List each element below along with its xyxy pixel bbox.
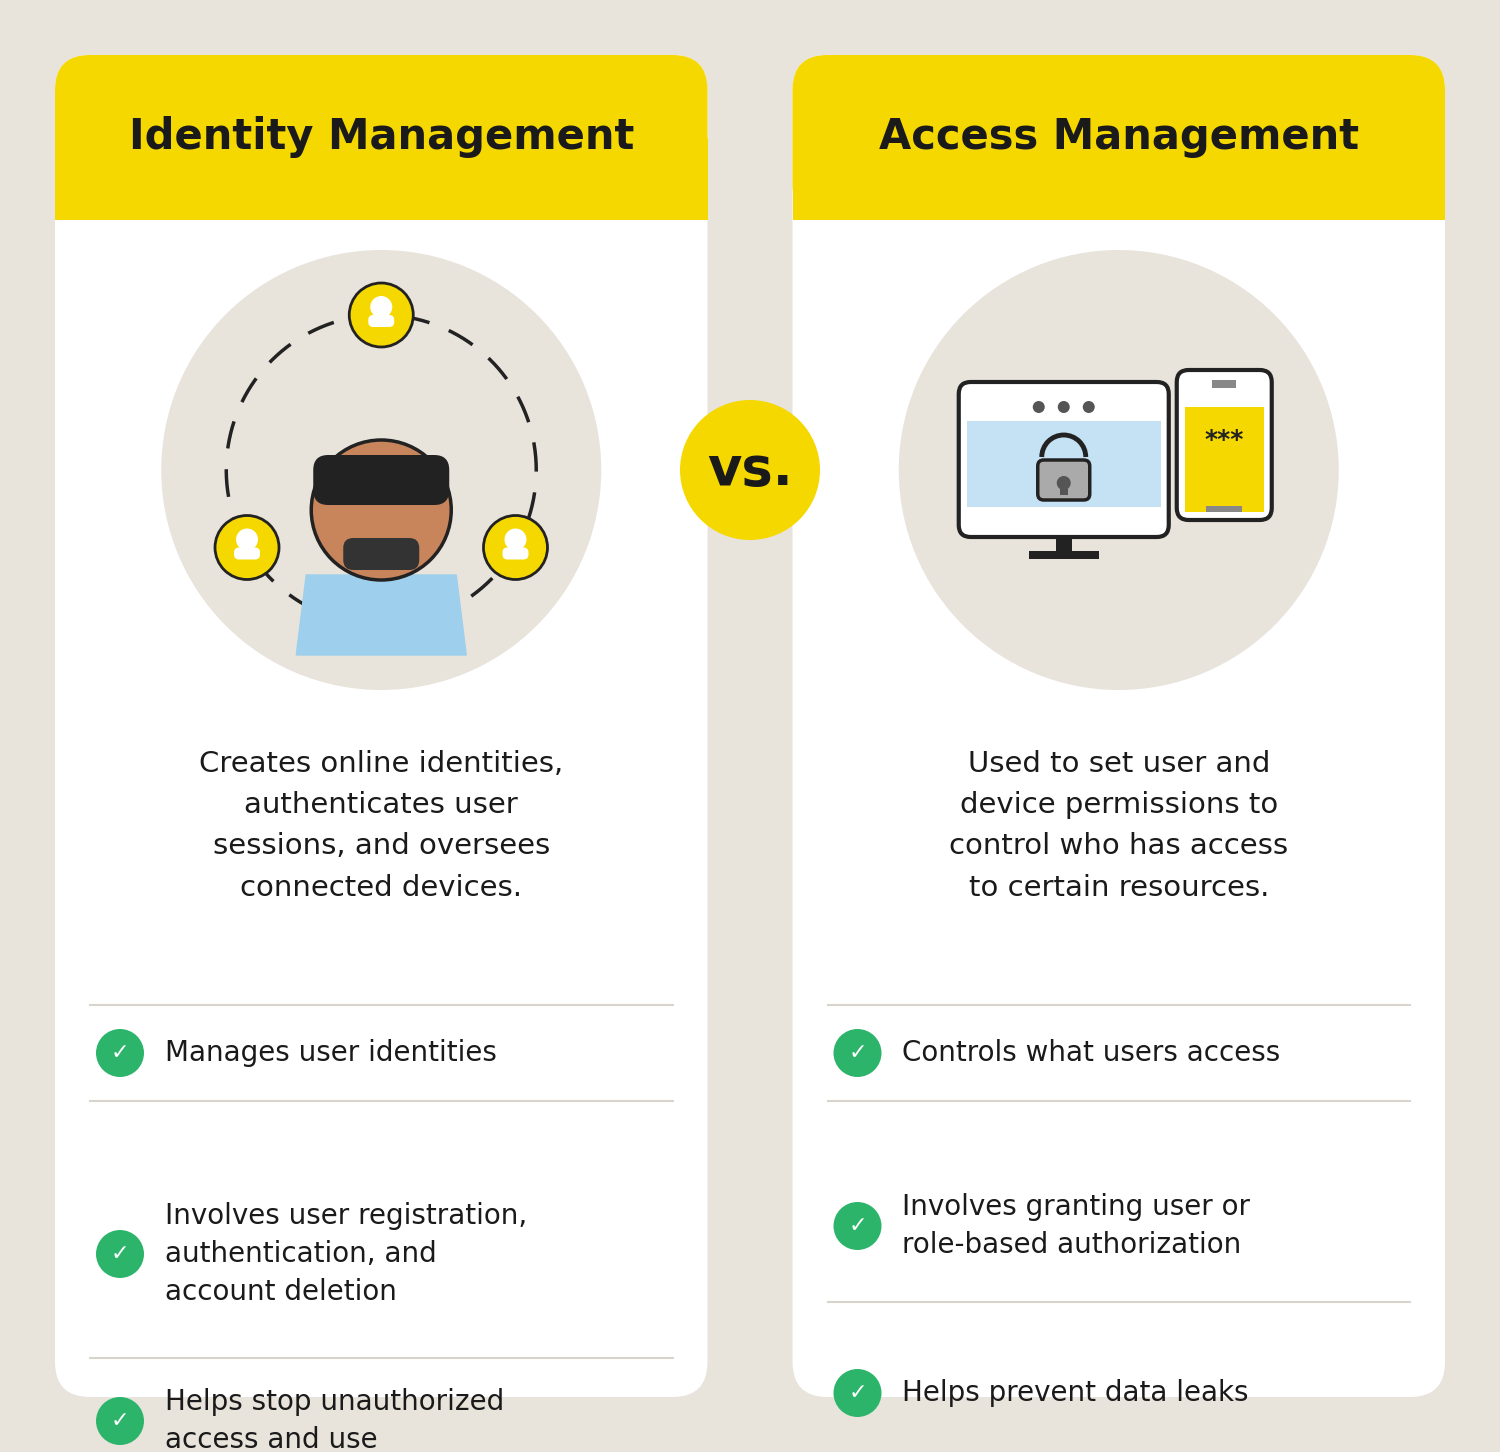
Text: Helps stop unauthorized
access and use: Helps stop unauthorized access and use	[165, 1388, 504, 1452]
Circle shape	[96, 1230, 144, 1278]
Circle shape	[1058, 401, 1070, 412]
Text: ✓: ✓	[847, 1043, 867, 1063]
Polygon shape	[296, 575, 466, 655]
Text: ✓: ✓	[111, 1043, 129, 1063]
Text: Helps prevent data leaks: Helps prevent data leaks	[903, 1379, 1250, 1407]
Bar	[1185, 407, 1263, 513]
Text: Involves user registration,
authentication, and
account deletion: Involves user registration, authenticati…	[165, 1202, 528, 1305]
FancyBboxPatch shape	[1176, 370, 1272, 520]
Bar	[1212, 380, 1236, 388]
FancyBboxPatch shape	[369, 315, 394, 327]
Circle shape	[162, 250, 602, 690]
FancyBboxPatch shape	[958, 382, 1168, 537]
FancyBboxPatch shape	[56, 55, 708, 221]
Text: Used to set user and
device permissions to
control who has access
to certain res: Used to set user and device permissions …	[950, 751, 1288, 902]
Text: Involves granting user or
role-based authorization: Involves granting user or role-based aut…	[903, 1194, 1251, 1259]
Text: Creates online identities,
authenticates user
sessions, and oversees
connected d: Creates online identities, authenticates…	[200, 751, 564, 902]
Circle shape	[1083, 401, 1095, 412]
Bar	[56, 138, 708, 221]
Circle shape	[214, 515, 279, 579]
Circle shape	[96, 1397, 144, 1445]
Text: Controls what users access: Controls what users access	[903, 1040, 1281, 1067]
Bar	[966, 402, 1161, 507]
FancyBboxPatch shape	[503, 547, 528, 559]
Bar	[1059, 484, 1068, 495]
Bar	[1206, 505, 1242, 513]
Text: Access Management: Access Management	[879, 116, 1359, 158]
Bar	[360, 540, 404, 571]
Circle shape	[834, 1369, 882, 1417]
FancyBboxPatch shape	[1038, 460, 1089, 499]
Circle shape	[898, 250, 1338, 690]
FancyBboxPatch shape	[314, 454, 450, 505]
Circle shape	[96, 1029, 144, 1077]
Bar	[1056, 534, 1071, 558]
Text: ***: ***	[1204, 428, 1243, 452]
Text: vs.: vs.	[706, 444, 794, 497]
FancyBboxPatch shape	[234, 547, 260, 559]
Bar	[792, 138, 1444, 221]
Bar	[966, 393, 1161, 421]
Circle shape	[483, 515, 548, 579]
FancyBboxPatch shape	[792, 55, 1444, 221]
FancyBboxPatch shape	[792, 55, 1444, 1397]
Bar	[1029, 550, 1098, 559]
Circle shape	[1032, 401, 1044, 412]
Circle shape	[834, 1029, 882, 1077]
Text: ✓: ✓	[111, 1244, 129, 1265]
Text: ✓: ✓	[847, 1215, 867, 1236]
Text: Manages user identities: Manages user identities	[165, 1040, 497, 1067]
Circle shape	[312, 440, 452, 579]
Circle shape	[834, 1202, 882, 1250]
Text: Identity Management: Identity Management	[129, 116, 634, 158]
FancyBboxPatch shape	[344, 539, 418, 571]
Circle shape	[350, 283, 412, 347]
Circle shape	[680, 399, 820, 540]
Circle shape	[1056, 476, 1071, 489]
FancyBboxPatch shape	[56, 55, 708, 1397]
Text: ✓: ✓	[847, 1382, 867, 1403]
Circle shape	[236, 529, 258, 550]
Circle shape	[504, 529, 526, 550]
Circle shape	[370, 296, 393, 318]
Text: ✓: ✓	[111, 1411, 129, 1432]
